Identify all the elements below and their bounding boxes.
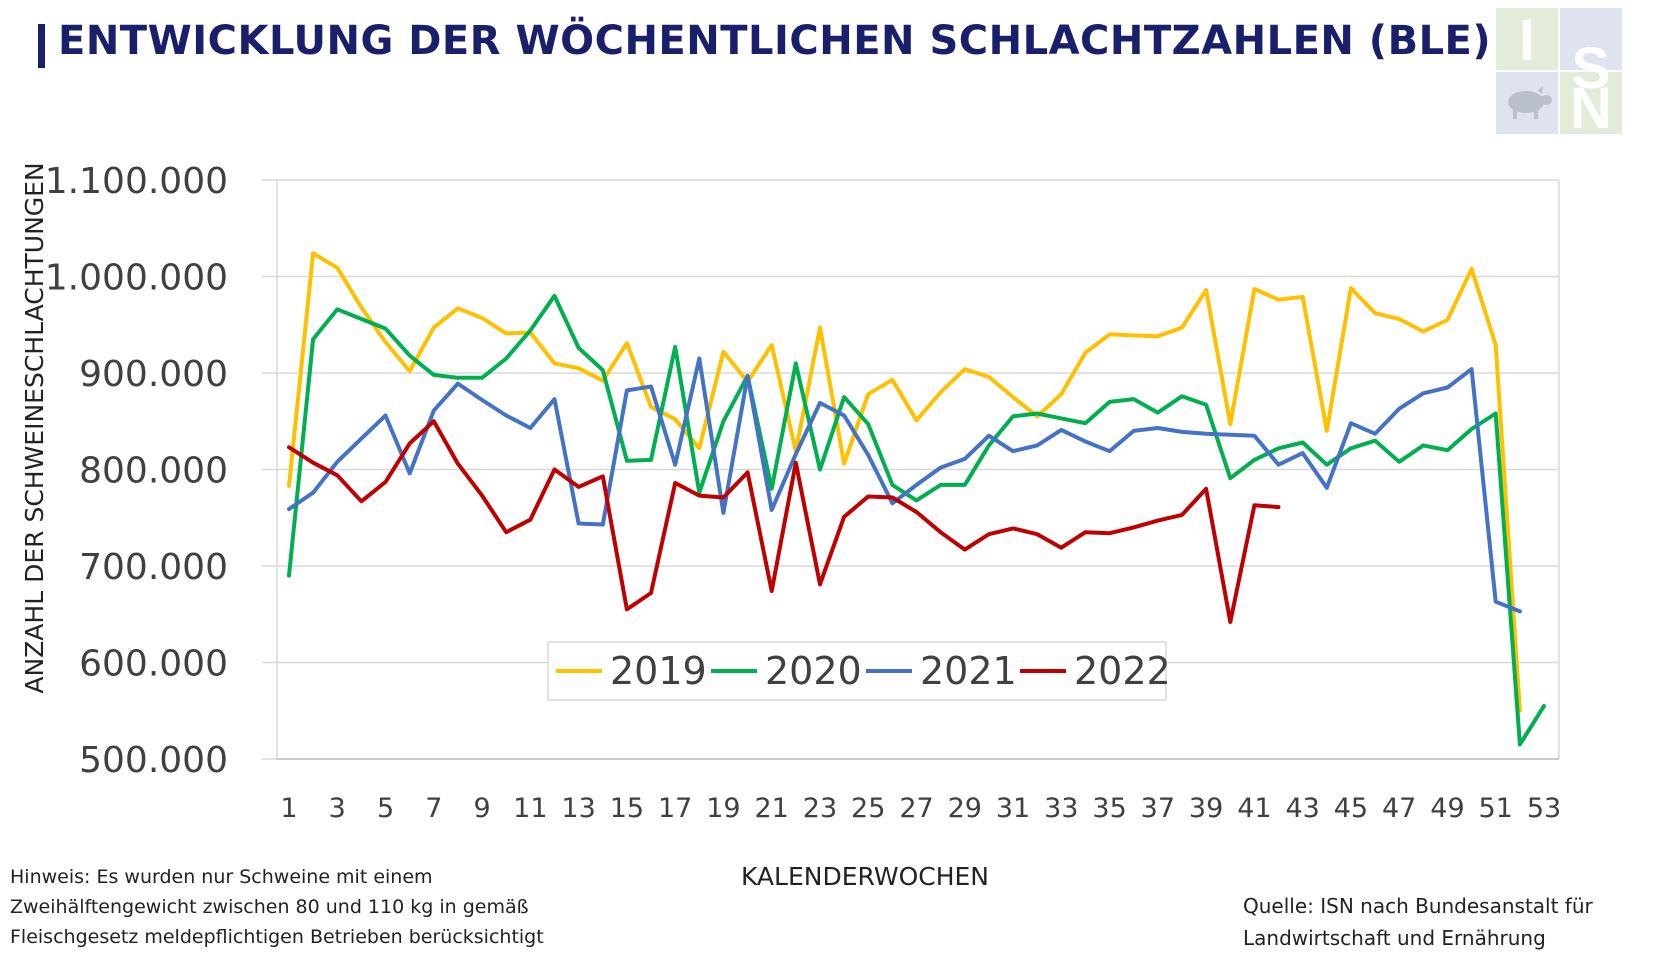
y-tick-label: 700.000	[79, 547, 228, 588]
series-line-2022	[287, 419, 1281, 624]
y-tick-label: 800.000	[79, 451, 228, 492]
x-tick-label: 19	[706, 793, 740, 824]
logo-letter: I	[1519, 8, 1535, 73]
series-line-2019	[287, 251, 1522, 713]
x-tick-label: 41	[1237, 793, 1271, 824]
x-tick-label: 29	[948, 793, 982, 824]
footnote-line: Hinweis: Es wurden nur Schweine mit eine…	[10, 866, 433, 888]
logo-letter: N	[1570, 76, 1612, 134]
y-tick-label: 600.000	[79, 644, 228, 685]
x-tick-label: 23	[803, 793, 837, 824]
x-tick-label: 15	[610, 793, 644, 824]
chart-axes: 500.000 600.000 700.000 800.000 900.000 1.000…	[20, 161, 1561, 891]
x-tick-label: 53	[1527, 793, 1561, 824]
logo-letter: S	[1572, 36, 1611, 101]
x-tick-label: 11	[513, 793, 547, 824]
x-tick-label: 51	[1479, 793, 1513, 824]
x-tick-label: 25	[851, 793, 885, 824]
x-tick-label: 5	[377, 793, 394, 824]
x-tick-label: 49	[1430, 793, 1464, 824]
x-tick-label: 27	[899, 793, 933, 824]
y-tick-label: 1.000.000	[45, 258, 228, 299]
footnote-line: Fleischgesetz meldepflichtigen Betrieben…	[10, 926, 544, 948]
legend-label: 2022	[1074, 649, 1171, 693]
x-tick-label: 45	[1334, 793, 1368, 824]
x-tick-label: 43	[1285, 793, 1319, 824]
x-tick-label: 47	[1382, 793, 1416, 824]
y-tick-label: 900.000	[79, 354, 228, 395]
isn-logo: I S N	[1496, 8, 1622, 141]
source-note: Quelle: ISN nach Bundesanstalt für Landw…	[1243, 890, 1593, 954]
x-tick-label: 1	[280, 793, 297, 824]
series-line-2021	[287, 356, 1522, 614]
x-tick-label: 3	[329, 793, 346, 824]
x-tick-label: 7	[425, 793, 442, 824]
y-tick-label: 1.100.000	[45, 161, 228, 202]
x-tick-label: 33	[1044, 793, 1078, 824]
legend-label: 2020	[765, 649, 862, 693]
x-tick-label: 37	[1141, 793, 1175, 824]
x-tick-label: 9	[473, 793, 490, 824]
x-tick-label: 13	[561, 793, 595, 824]
legend: 2019 2020 2021 2022	[547, 641, 1171, 701]
x-tick-label: 35	[1092, 793, 1126, 824]
x-tick-label: 17	[658, 793, 692, 824]
footnote: Hinweis: Es wurden nur Schweine mit eine…	[10, 862, 544, 952]
x-axis-title: KALENDERWOCHEN	[741, 862, 989, 891]
y-tick-label: 500.000	[79, 740, 228, 781]
footnote-line: Zweihälftengewicht zwischen 80 und 110 k…	[10, 896, 529, 918]
source-line: Quelle: ISN nach Bundesanstalt für	[1243, 894, 1593, 918]
x-tick-label: 31	[996, 793, 1030, 824]
series-lines	[287, 251, 1546, 747]
legend-label: 2019	[610, 649, 707, 693]
x-tick-label: 21	[755, 793, 789, 824]
x-tick-label: 39	[1189, 793, 1223, 824]
source-line: Landwirtschaft und Ernährung	[1243, 926, 1546, 950]
legend-label: 2021	[920, 649, 1017, 693]
title-accent-bar	[38, 24, 45, 68]
y-axis-title: ANZAHL DER SCHWEINESCHLACHTUNGEN	[20, 162, 49, 693]
page-title: ENTWICKLUNG DER WÖCHENTLICHEN SCHLACHTZA…	[58, 18, 1492, 64]
series-line-2020	[287, 293, 1546, 747]
pig-icon	[1508, 86, 1552, 119]
